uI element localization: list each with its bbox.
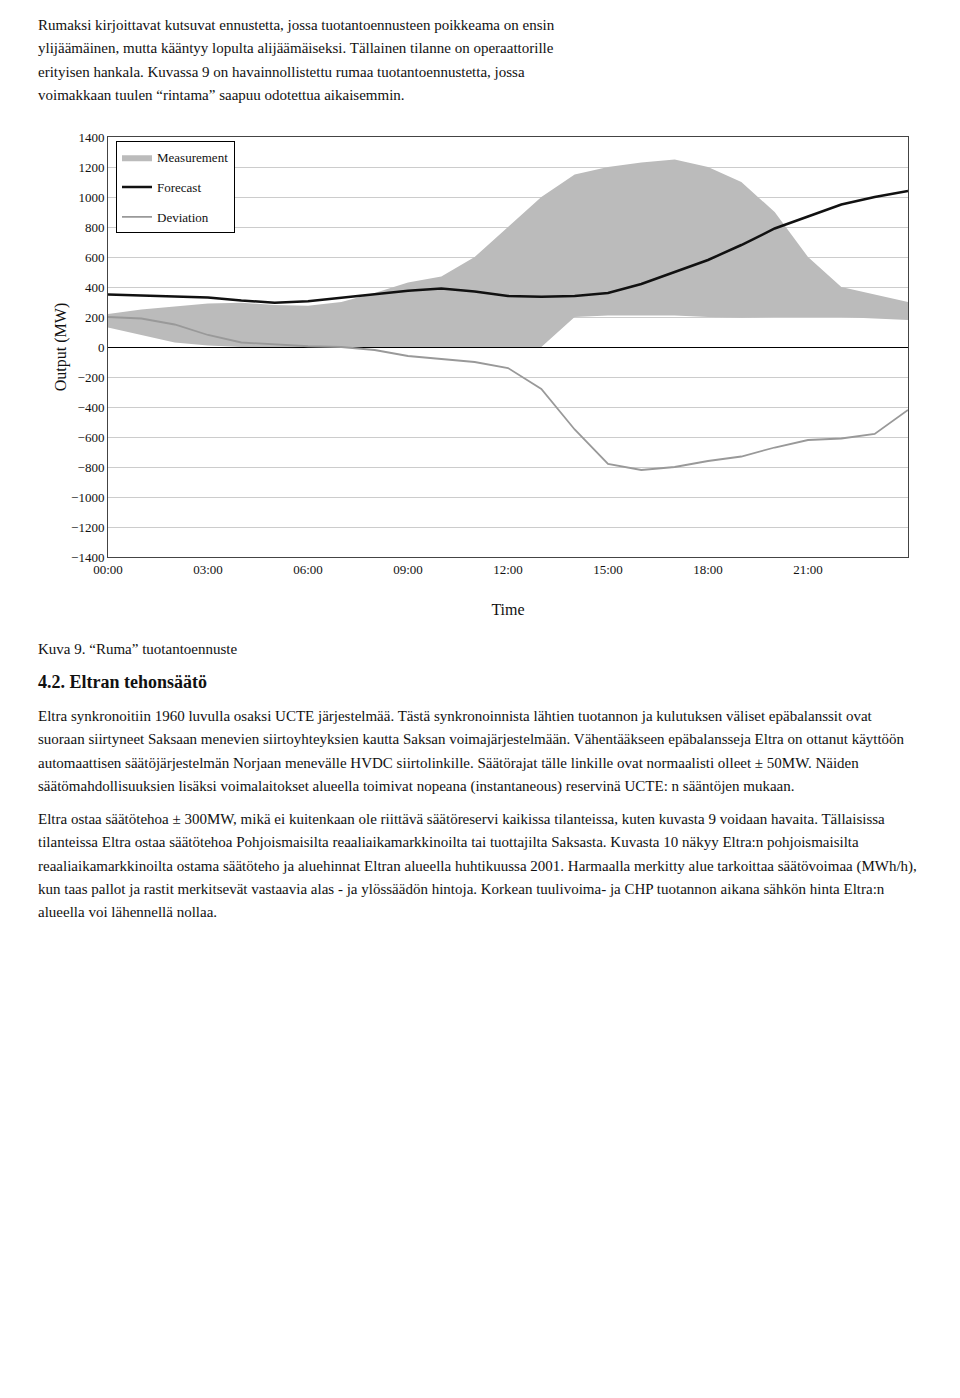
svg-text:00:00: 00:00 <box>93 562 123 577</box>
html-text:Rumaksi kirjoittavat kutsuvat: Rumaksi kirjoittavat kutsuvat ennustetta… <box>38 17 555 33</box>
html-text:erityisen hankala. Kuvassa 9 o: erityisen hankala. Kuvassa 9 on havainno… <box>38 63 525 80</box>
svg-text:1200: 1200 <box>78 160 104 175</box>
svg-text:21:00: 21:00 <box>793 562 823 577</box>
html-text:4.2. Eltran tehonsäätö: 4.2. Eltran tehonsäätö <box>38 672 207 692</box>
html-text:voimakkaan tuulen “rintama” sa: voimakkaan tuulen “rintama” saapuu odote… <box>38 86 405 103</box>
svg-text:Deviation: Deviation <box>157 210 209 225</box>
svg-text:03:00: 03:00 <box>193 562 223 577</box>
html-text:Eltra synkronoitiin 1960 luvul: Eltra synkronoitiin 1960 luvulla osaksi … <box>38 708 905 794</box>
svg-text:1400: 1400 <box>78 130 104 145</box>
svg-text:−600: −600 <box>78 430 105 445</box>
svg-text:12:00: 12:00 <box>493 562 523 577</box>
svg-text:−1000: −1000 <box>71 490 104 505</box>
svg-text:1000: 1000 <box>78 190 104 205</box>
html-text:Eltra ostaa säätötehoa ± 300MW: Eltra ostaa säätötehoa ± 300MW, mikä ei … <box>38 811 917 920</box>
svg-text:200: 200 <box>85 310 105 325</box>
svg-text:15:00: 15:00 <box>593 562 623 577</box>
svg-text:18:00: 18:00 <box>693 562 723 577</box>
html-text:ylijäämäinen, mutta kääntyy lo: ylijäämäinen, mutta kääntyy lopulta alij… <box>38 40 554 57</box>
svg-text:Forecast: Forecast <box>157 180 201 195</box>
svg-text:Measurement: Measurement <box>157 150 228 165</box>
svg-text:−400: −400 <box>78 400 105 415</box>
svg-text:Output (MW): Output (MW) <box>52 303 70 391</box>
svg-text:600: 600 <box>85 250 105 265</box>
svg-text:−200: −200 <box>78 370 105 385</box>
svg-text:−1400: −1400 <box>71 550 104 565</box>
svg-text:Time: Time <box>491 601 524 618</box>
svg-text:−1200: −1200 <box>71 520 104 535</box>
svg-text:400: 400 <box>85 280 105 295</box>
svg-text:−800: −800 <box>78 460 105 475</box>
svg-text:09:00: 09:00 <box>393 562 423 577</box>
svg-text:0: 0 <box>98 340 105 355</box>
html-text:Kuva 9. “Ruma” tuotantoennuste: Kuva 9. “Ruma” tuotantoennuste <box>38 641 238 657</box>
svg-text:06:00: 06:00 <box>293 562 323 577</box>
svg-text:800: 800 <box>85 220 105 235</box>
